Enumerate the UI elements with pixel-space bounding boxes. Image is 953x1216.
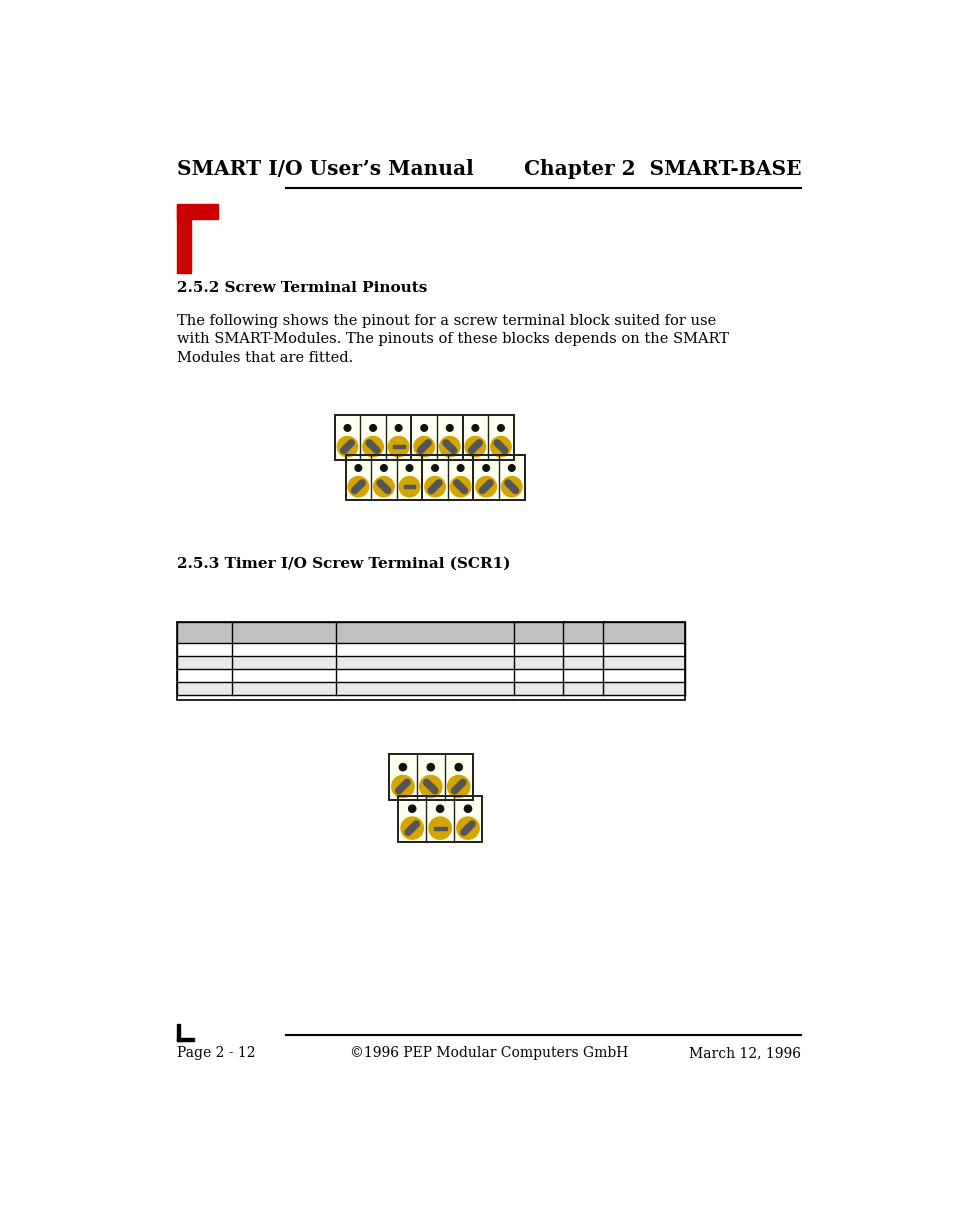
Bar xyxy=(177,206,192,272)
Text: ©1996 PEP Modular Computers GmbH: ©1996 PEP Modular Computers GmbH xyxy=(350,1046,627,1060)
Bar xyxy=(434,827,446,829)
Circle shape xyxy=(408,805,416,812)
Text: March 12, 1996: March 12, 1996 xyxy=(688,1046,801,1060)
Circle shape xyxy=(370,424,376,432)
Bar xyxy=(397,795,481,841)
Circle shape xyxy=(414,437,434,457)
Bar xyxy=(389,754,472,800)
Bar xyxy=(177,682,684,694)
Bar xyxy=(473,456,524,500)
Bar xyxy=(473,456,524,500)
Circle shape xyxy=(455,764,462,771)
Circle shape xyxy=(501,477,521,497)
Circle shape xyxy=(482,465,489,472)
Text: 2.5.3 Timer I/O Screw Terminal (SCR1): 2.5.3 Timer I/O Screw Terminal (SCR1) xyxy=(177,557,511,570)
Circle shape xyxy=(429,817,451,839)
Circle shape xyxy=(464,805,471,812)
Bar xyxy=(411,416,462,460)
Circle shape xyxy=(424,477,445,497)
Circle shape xyxy=(508,465,515,472)
Circle shape xyxy=(446,424,453,432)
Bar xyxy=(177,1024,180,1041)
Circle shape xyxy=(420,424,427,432)
Text: Chapter 2  SMART-BASE: Chapter 2 SMART-BASE xyxy=(523,159,801,179)
Circle shape xyxy=(399,477,419,497)
Bar xyxy=(462,416,513,460)
Bar xyxy=(389,754,472,800)
Bar xyxy=(422,456,473,500)
Bar xyxy=(473,456,524,500)
Circle shape xyxy=(419,776,441,798)
Circle shape xyxy=(388,437,409,457)
Circle shape xyxy=(490,437,511,457)
Bar xyxy=(345,456,422,500)
Text: SMART I/O User’s Manual: SMART I/O User’s Manual xyxy=(177,159,474,179)
Bar xyxy=(411,416,462,460)
Circle shape xyxy=(395,424,401,432)
Bar xyxy=(177,621,684,700)
Bar xyxy=(462,416,513,460)
Circle shape xyxy=(439,437,459,457)
Circle shape xyxy=(399,764,406,771)
Circle shape xyxy=(432,465,438,472)
Circle shape xyxy=(456,817,478,839)
Bar xyxy=(345,456,422,500)
Bar xyxy=(335,416,411,460)
Bar xyxy=(397,795,481,841)
Circle shape xyxy=(465,437,485,457)
Circle shape xyxy=(355,465,361,472)
Bar xyxy=(422,456,473,500)
Circle shape xyxy=(374,477,394,497)
Circle shape xyxy=(436,805,443,812)
Bar xyxy=(345,456,422,500)
Circle shape xyxy=(406,465,413,472)
Bar xyxy=(177,621,684,642)
Circle shape xyxy=(497,424,504,432)
Circle shape xyxy=(476,477,496,497)
Bar xyxy=(422,456,473,500)
Circle shape xyxy=(447,776,470,798)
Bar xyxy=(389,754,472,800)
Bar xyxy=(177,642,684,655)
Circle shape xyxy=(400,817,423,839)
Circle shape xyxy=(337,437,357,457)
Bar xyxy=(177,203,217,219)
Bar xyxy=(177,1037,194,1041)
Bar xyxy=(403,485,415,488)
Text: Page 2 - 12: Page 2 - 12 xyxy=(177,1046,255,1060)
Bar xyxy=(393,445,404,447)
Text: 2.5.2 Screw Terminal Pinouts: 2.5.2 Screw Terminal Pinouts xyxy=(177,281,427,295)
Bar xyxy=(397,795,481,841)
Bar xyxy=(411,416,462,460)
Circle shape xyxy=(450,477,471,497)
Bar xyxy=(177,655,684,669)
Circle shape xyxy=(392,776,414,798)
Bar xyxy=(177,669,684,682)
Bar xyxy=(335,416,411,460)
Bar xyxy=(335,416,411,460)
Circle shape xyxy=(348,477,368,497)
Circle shape xyxy=(380,465,387,472)
Circle shape xyxy=(362,437,383,457)
Circle shape xyxy=(456,465,463,472)
Circle shape xyxy=(344,424,351,432)
Text: The following shows the pinout for a screw terminal block suited for use
with SM: The following shows the pinout for a scr… xyxy=(177,314,729,365)
Bar xyxy=(462,416,513,460)
Circle shape xyxy=(472,424,478,432)
Circle shape xyxy=(427,764,434,771)
